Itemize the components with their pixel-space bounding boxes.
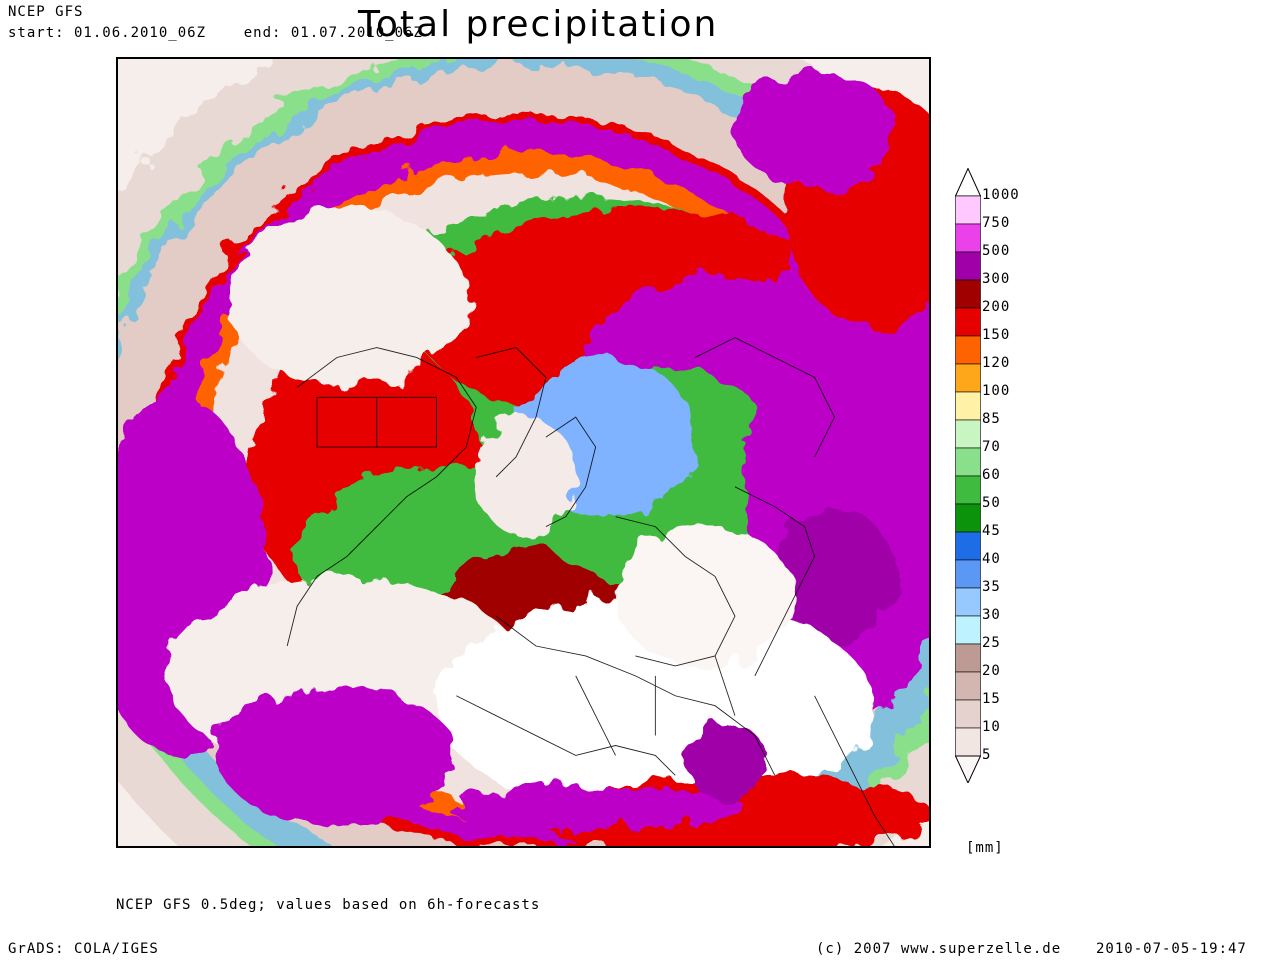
coastlines xyxy=(286,337,895,846)
grads-credit: GrADS: COLA/IGES xyxy=(8,941,159,957)
colorbar-cell xyxy=(955,587,981,617)
colorbar xyxy=(955,168,981,783)
colorbar-level-label: 750 xyxy=(982,215,1011,231)
colorbar-cell xyxy=(955,195,981,225)
colorbar-top-tip xyxy=(955,168,981,197)
colorbar-cell xyxy=(955,643,981,673)
colorbar-level-label: 100 xyxy=(982,383,1011,399)
colorbar-level-label: 1000 xyxy=(982,187,1020,203)
copyright: (c) 2007 www.superzelle.de xyxy=(816,941,1062,957)
colorbar-cell xyxy=(955,307,981,337)
colorbar-level-label: 30 xyxy=(982,607,1001,623)
colorbar-level-label: 150 xyxy=(982,327,1011,343)
colorbar-cell xyxy=(955,475,981,505)
colorbar-level-label: 60 xyxy=(982,467,1001,483)
colorbar-bottom-tip xyxy=(955,755,981,783)
colorbar-level-label: 200 xyxy=(982,299,1011,315)
colorbar-level-label: 70 xyxy=(982,439,1001,455)
colorbar-cell xyxy=(955,671,981,701)
colorbar-level-label: 85 xyxy=(982,411,1001,427)
colorbar-level-label: 20 xyxy=(982,663,1001,679)
colorbar-cell xyxy=(955,447,981,477)
colorbar-cell xyxy=(955,727,981,757)
colorbar-cell xyxy=(955,531,981,561)
model-note: NCEP GFS 0.5deg; values based on 6h-fore… xyxy=(116,897,541,913)
map-canvas xyxy=(118,59,929,846)
colorbar-level-label: 10 xyxy=(982,719,1001,735)
colorbar-cell xyxy=(955,419,981,449)
colorbar-cell xyxy=(955,251,981,281)
colorbar-level-label: 120 xyxy=(982,355,1011,371)
timestamp: 2010-07-05-19:47 xyxy=(1096,941,1247,957)
colorbar-level-label: 500 xyxy=(982,243,1011,259)
colorbar-cell xyxy=(955,279,981,309)
colorbar-cell xyxy=(955,363,981,393)
model-label: NCEP GFS xyxy=(8,4,84,20)
colorbar-level-label: 40 xyxy=(982,551,1001,567)
colorbar-cell xyxy=(955,335,981,365)
colorbar-level-label: 35 xyxy=(982,579,1001,595)
colorbar-level-label: 45 xyxy=(982,523,1001,539)
colorbar-level-label: 5 xyxy=(982,747,992,763)
colorbar-cell xyxy=(955,559,981,589)
colorbar-cell xyxy=(955,223,981,253)
colorbar-level-label: 25 xyxy=(982,635,1001,651)
period-label: start: 01.06.2010_06Z end: 01.07.2010_06… xyxy=(8,25,423,41)
colorbar-cell xyxy=(955,391,981,421)
colorbar-cell xyxy=(955,615,981,645)
precipitation-map xyxy=(116,57,931,848)
unit-label: [mm] xyxy=(966,840,1004,856)
colorbar-level-label: 50 xyxy=(982,495,1001,511)
colorbar-level-label: 15 xyxy=(982,691,1001,707)
precip-field xyxy=(118,59,929,846)
map-title: Total precipitation xyxy=(358,4,719,45)
colorbar-level-label: 300 xyxy=(982,271,1011,287)
colorbar-cell xyxy=(955,503,981,533)
colorbar-cell xyxy=(955,699,981,729)
